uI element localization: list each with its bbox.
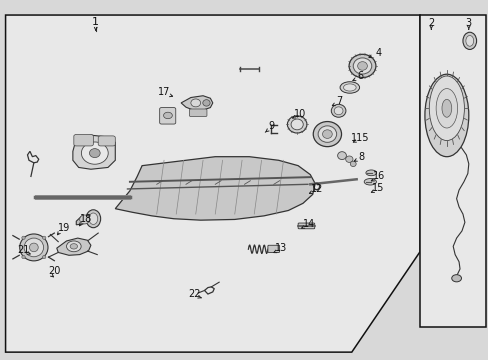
Ellipse shape: [20, 234, 48, 261]
Ellipse shape: [343, 84, 355, 91]
Ellipse shape: [203, 100, 210, 106]
Ellipse shape: [435, 89, 457, 128]
Ellipse shape: [66, 241, 81, 252]
Ellipse shape: [89, 213, 98, 225]
Ellipse shape: [348, 54, 375, 78]
FancyBboxPatch shape: [74, 134, 93, 146]
Ellipse shape: [42, 256, 46, 259]
Polygon shape: [76, 215, 92, 225]
Ellipse shape: [462, 32, 476, 49]
Text: 7: 7: [336, 96, 342, 106]
Text: 19: 19: [58, 224, 70, 233]
Text: 115: 115: [350, 133, 369, 143]
Ellipse shape: [29, 243, 38, 252]
Ellipse shape: [337, 152, 346, 159]
Ellipse shape: [190, 99, 200, 107]
FancyBboxPatch shape: [159, 108, 175, 124]
FancyBboxPatch shape: [189, 109, 206, 117]
Ellipse shape: [287, 116, 306, 133]
Ellipse shape: [70, 244, 77, 249]
Text: 17: 17: [158, 87, 170, 97]
Polygon shape: [57, 238, 91, 255]
Polygon shape: [73, 135, 115, 169]
Text: 8: 8: [358, 152, 364, 162]
Ellipse shape: [290, 119, 303, 130]
Ellipse shape: [24, 238, 43, 257]
Text: 6: 6: [357, 71, 363, 81]
Ellipse shape: [318, 126, 336, 142]
Ellipse shape: [441, 99, 451, 117]
Text: 20: 20: [48, 266, 61, 276]
Text: 1: 1: [92, 17, 99, 27]
Ellipse shape: [333, 107, 342, 115]
Text: 3: 3: [465, 18, 471, 28]
Text: 16: 16: [372, 171, 384, 181]
Ellipse shape: [89, 149, 100, 158]
Ellipse shape: [465, 36, 473, 46]
Text: 14: 14: [302, 219, 314, 229]
Polygon shape: [419, 15, 485, 327]
FancyBboxPatch shape: [98, 136, 115, 146]
Text: 21: 21: [17, 245, 29, 255]
Text: 22: 22: [188, 289, 201, 299]
Ellipse shape: [330, 104, 345, 117]
Ellipse shape: [339, 82, 359, 93]
Text: 13: 13: [274, 243, 286, 253]
Ellipse shape: [81, 142, 108, 164]
Ellipse shape: [80, 215, 89, 224]
Text: 4: 4: [375, 48, 381, 58]
Ellipse shape: [22, 236, 25, 239]
Text: 12: 12: [310, 184, 322, 194]
Text: 10: 10: [293, 109, 305, 119]
Ellipse shape: [86, 210, 101, 228]
Ellipse shape: [357, 62, 366, 70]
Ellipse shape: [352, 58, 371, 74]
Ellipse shape: [364, 179, 376, 185]
FancyBboxPatch shape: [267, 245, 279, 252]
Ellipse shape: [313, 122, 341, 147]
Ellipse shape: [424, 74, 468, 157]
Ellipse shape: [349, 161, 355, 167]
Polygon shape: [181, 96, 212, 110]
Ellipse shape: [365, 170, 376, 176]
Polygon shape: [115, 157, 315, 220]
Ellipse shape: [322, 130, 331, 138]
Ellipse shape: [22, 256, 25, 259]
Ellipse shape: [428, 76, 464, 140]
Ellipse shape: [451, 275, 461, 282]
Text: 2: 2: [427, 18, 433, 28]
Text: 18: 18: [80, 215, 92, 224]
Ellipse shape: [42, 236, 46, 239]
Ellipse shape: [345, 156, 352, 162]
Ellipse shape: [163, 112, 172, 119]
Text: 9: 9: [268, 121, 274, 131]
FancyBboxPatch shape: [298, 223, 314, 229]
Text: 15: 15: [372, 183, 384, 193]
Polygon shape: [5, 15, 419, 352]
